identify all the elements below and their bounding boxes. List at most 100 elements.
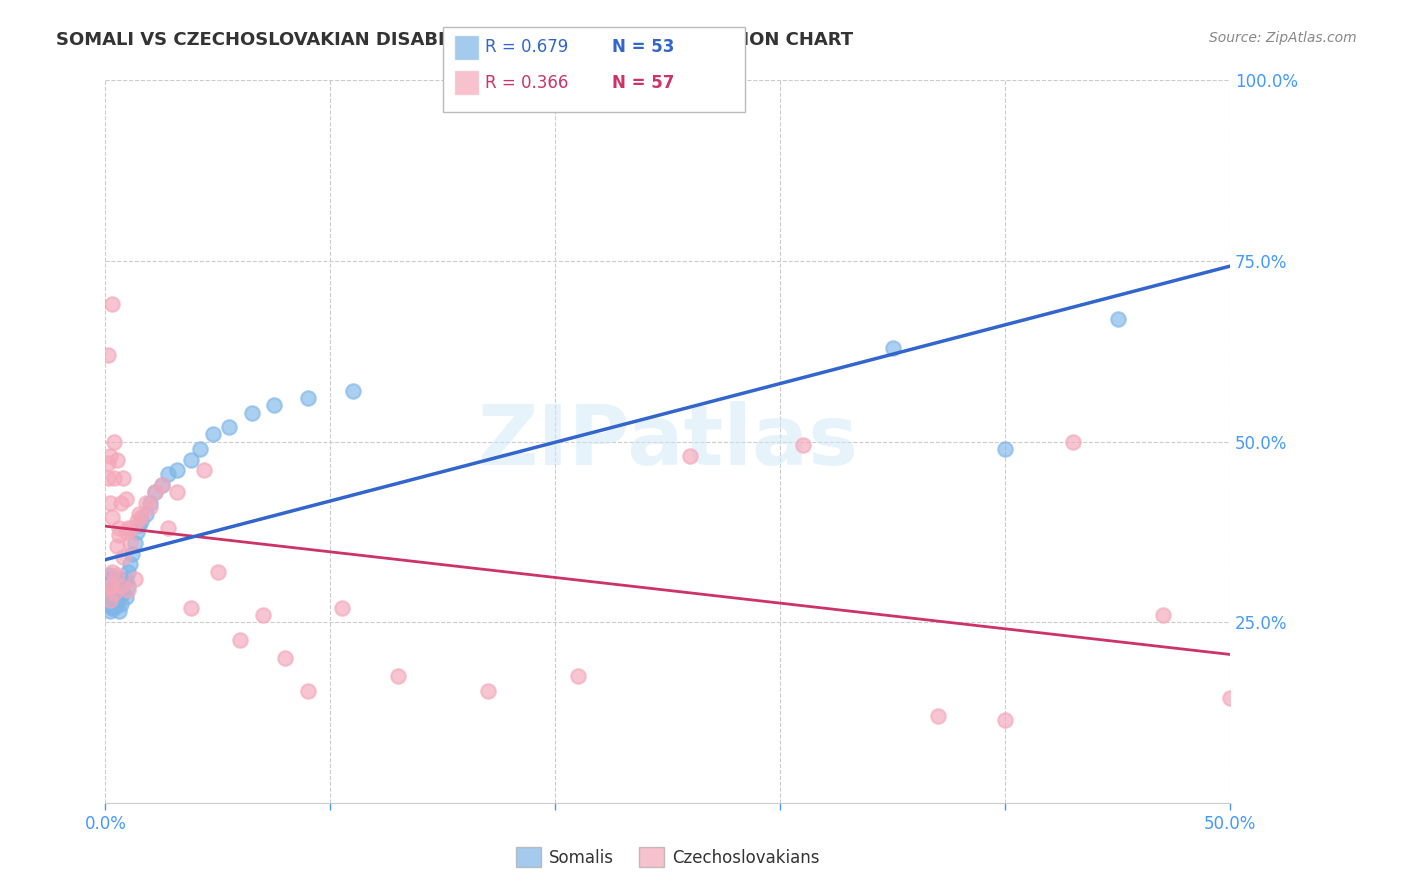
Point: [139, 496, 162, 510]
Point: [157, 467, 180, 481]
Point: [124, 572, 146, 586]
Point: [112, 575, 135, 590]
Point: [103, 590, 125, 604]
Point: [98, 579, 121, 593]
Point: [166, 485, 188, 500]
Point: [101, 582, 124, 597]
Point: [166, 463, 188, 477]
Point: [105, 539, 128, 553]
Point: [97, 456, 120, 470]
Point: [180, 452, 202, 467]
Point: [117, 521, 139, 535]
Point: [180, 600, 202, 615]
Point: [97, 586, 120, 600]
Point: [101, 593, 124, 607]
Point: [117, 565, 139, 579]
Point: [1107, 311, 1129, 326]
Point: [193, 463, 215, 477]
Point: [252, 607, 274, 622]
Point: [110, 579, 132, 593]
Point: [98, 568, 121, 582]
Point: [117, 582, 139, 597]
Point: [98, 579, 121, 593]
Point: [98, 593, 121, 607]
Point: [202, 427, 225, 442]
Point: [139, 500, 162, 514]
Point: [121, 547, 143, 561]
Point: [108, 590, 131, 604]
Point: [477, 683, 499, 698]
Text: SOMALI VS CZECHOSLOVAKIAN DISABILITY AGE 65 TO 74 CORRELATION CHART: SOMALI VS CZECHOSLOVAKIAN DISABILITY AGE…: [56, 31, 853, 49]
Point: [131, 510, 153, 524]
Point: [110, 582, 132, 597]
Point: [994, 713, 1017, 727]
Point: [101, 600, 124, 615]
Point: [229, 633, 252, 648]
Point: [125, 514, 148, 528]
Point: [297, 683, 319, 698]
Point: [263, 398, 285, 412]
Point: [108, 579, 131, 593]
Point: [103, 600, 125, 615]
Point: [792, 438, 814, 452]
Point: [110, 496, 132, 510]
Point: [103, 434, 125, 449]
Point: [342, 384, 364, 398]
Point: [101, 579, 124, 593]
Text: R = 0.679: R = 0.679: [485, 38, 568, 56]
Point: [927, 709, 949, 723]
Point: [1152, 607, 1174, 622]
Point: [143, 485, 166, 500]
Point: [112, 586, 135, 600]
Point: [105, 597, 128, 611]
Point: [131, 514, 153, 528]
Point: [108, 521, 131, 535]
Point: [101, 297, 124, 311]
Point: [97, 470, 120, 484]
Point: [330, 600, 353, 615]
Point: [128, 517, 150, 532]
Point: [120, 558, 142, 572]
Point: [101, 565, 124, 579]
Point: [112, 550, 135, 565]
Point: [157, 521, 180, 535]
Legend: Somalis, Czechoslovakians: Somalis, Czechoslovakians: [509, 840, 827, 874]
Point: [105, 452, 128, 467]
Point: [103, 586, 125, 600]
Point: [882, 341, 904, 355]
Point: [114, 590, 136, 604]
Point: [150, 478, 173, 492]
Point: [114, 492, 136, 507]
Point: [994, 442, 1017, 456]
Point: [135, 496, 157, 510]
Point: [108, 528, 131, 542]
Point: [97, 348, 120, 362]
Point: [98, 496, 121, 510]
Point: [110, 597, 132, 611]
Point: [114, 572, 136, 586]
Point: [387, 669, 409, 683]
Point: [98, 449, 121, 463]
Point: [108, 604, 131, 618]
Point: [1219, 691, 1241, 706]
Point: [105, 572, 128, 586]
Point: [101, 572, 124, 586]
Text: N = 57: N = 57: [612, 74, 673, 92]
Point: [121, 521, 143, 535]
Point: [120, 535, 142, 549]
Point: [103, 470, 125, 484]
Point: [135, 507, 157, 521]
Point: [143, 485, 166, 500]
Point: [297, 391, 319, 405]
Point: [188, 442, 211, 456]
Point: [218, 420, 240, 434]
Point: [98, 590, 121, 604]
Point: [103, 579, 125, 593]
Point: [274, 651, 297, 665]
Point: [117, 579, 139, 593]
Point: [1062, 434, 1084, 449]
Point: [679, 449, 702, 463]
Text: ZIPatlas: ZIPatlas: [478, 401, 858, 482]
Point: [97, 572, 120, 586]
Text: Source: ZipAtlas.com: Source: ZipAtlas.com: [1209, 31, 1357, 45]
